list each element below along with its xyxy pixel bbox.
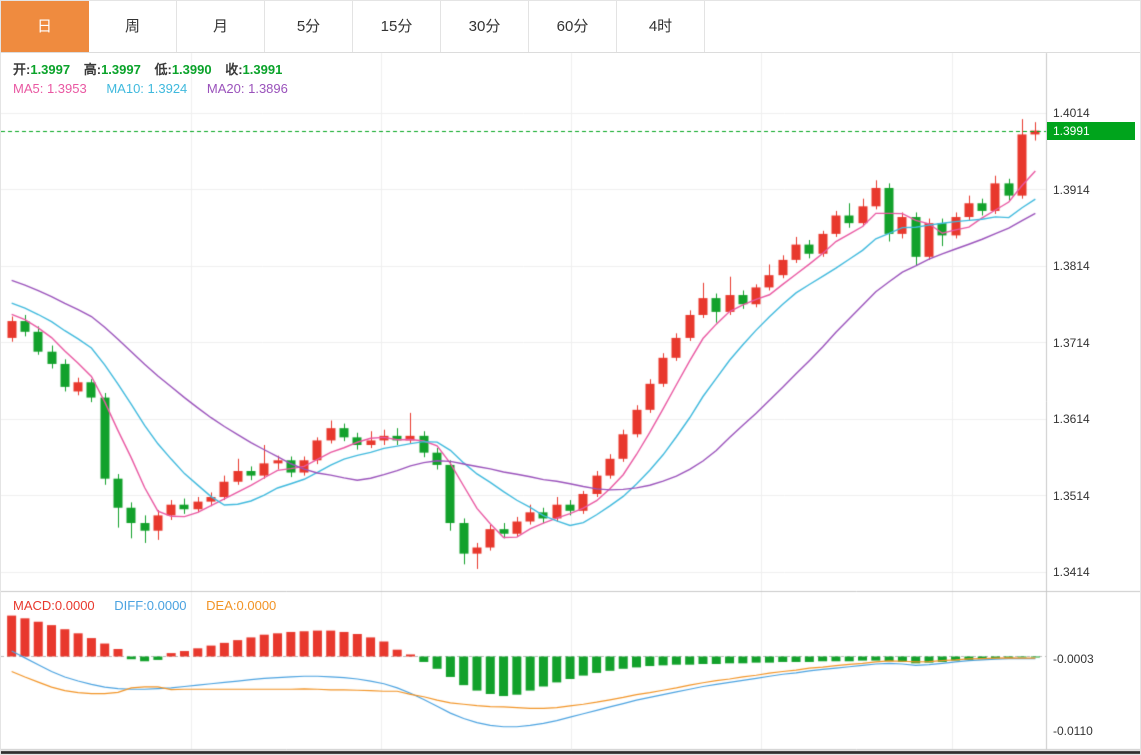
- tab-month[interactable]: 月: [177, 1, 265, 52]
- ma-legend: MA5: 1.3953 MA10: 1.3924 MA20: 1.3896: [13, 81, 288, 96]
- ma5-legend: MA5: 1.3953: [13, 81, 87, 96]
- macd-axis-label: -0.0003: [1053, 651, 1094, 666]
- price-axis-label: 1.4014: [1053, 106, 1090, 120]
- tab-4hour[interactable]: 4时: [617, 1, 705, 52]
- close-label: 收:: [225, 62, 243, 77]
- high-value: 1.3997: [101, 62, 141, 77]
- price-axis-label: 1.3714: [1053, 335, 1090, 350]
- price-axis-label: 1.3414: [1053, 565, 1090, 579]
- timeframe-tabs: 日 周 月 5分 15分 30分 60分 4时: [1, 1, 1140, 53]
- ma20-legend: MA20: 1.3896: [206, 81, 288, 96]
- diff-value-legend: DIFF:0.0000: [114, 598, 187, 613]
- price-axis-label: 1.3914: [1053, 182, 1090, 197]
- tab-5min[interactable]: 5分: [265, 1, 353, 52]
- current-price-tag: 1.3991: [1047, 121, 1135, 140]
- tab-week[interactable]: 周: [89, 1, 177, 52]
- tab-60min[interactable]: 60分: [529, 1, 617, 52]
- low-label: 低:: [154, 62, 172, 77]
- open-label: 开:: [13, 62, 31, 77]
- price-axis-label: 1.3514: [1053, 488, 1090, 503]
- dea-value-legend: DEA:0.0000: [206, 598, 277, 613]
- price-axis-label: 1.3614: [1053, 412, 1090, 426]
- high-label: 高:: [83, 62, 102, 77]
- macd-value-legend: MACD:0.0000: [13, 598, 95, 613]
- macd-axis-label: -0.0110: [1053, 724, 1093, 739]
- tab-15min[interactable]: 15分: [353, 1, 441, 52]
- macd-legend: MACD:0.0000 DIFF:0.0000 DEA:0.0000: [13, 598, 276, 613]
- close-value: 1.3991: [242, 62, 283, 77]
- price-axis-label: 1.3814: [1053, 259, 1090, 273]
- tab-30min[interactable]: 30分: [441, 1, 529, 52]
- ohlc-legend: 开:1.3997 高:1.3997 低:1.3990 收:1.3991: [13, 59, 292, 78]
- ma10-legend: MA10: 1.3924: [106, 81, 188, 96]
- tab-day[interactable]: 日: [1, 1, 89, 52]
- low-value: 1.3990: [171, 62, 212, 77]
- open-value: 1.3997: [30, 62, 71, 77]
